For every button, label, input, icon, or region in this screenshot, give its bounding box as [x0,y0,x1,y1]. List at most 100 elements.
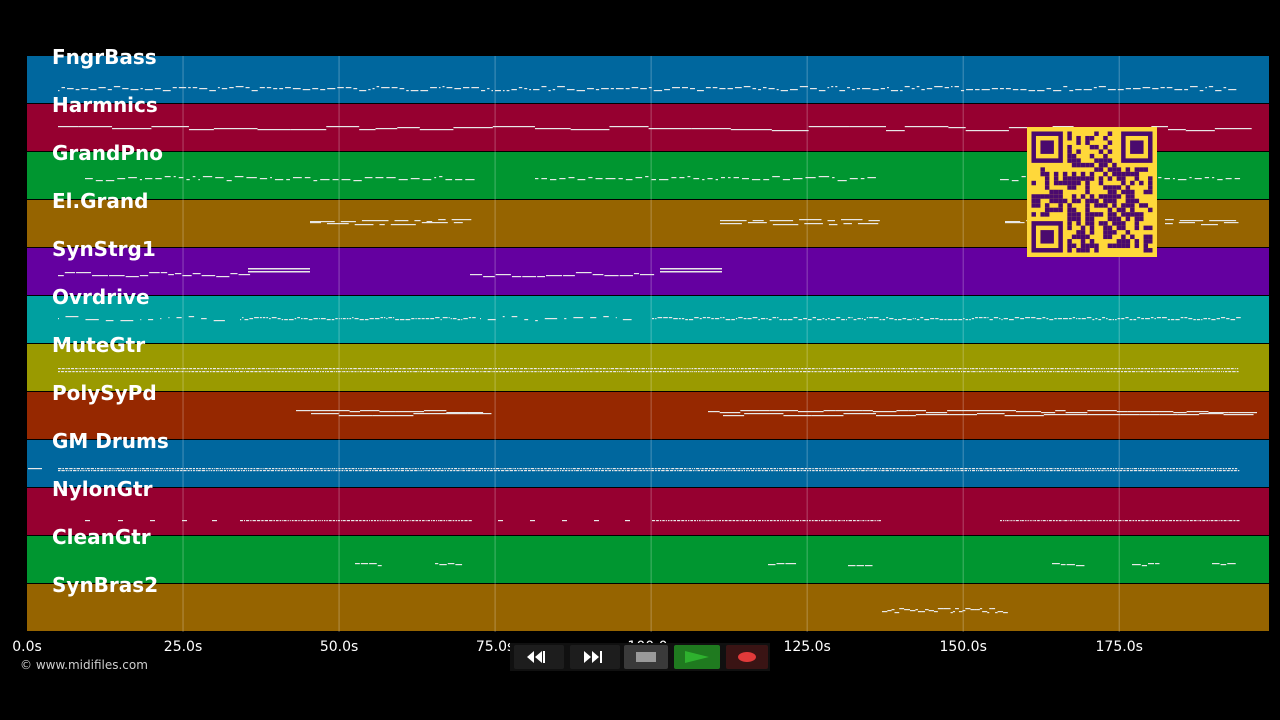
qr-module [1076,248,1081,253]
note [800,520,802,522]
note [540,368,543,370]
note [549,371,552,373]
note [890,368,892,370]
note [153,368,155,370]
note [429,368,434,370]
note [505,470,509,472]
note [769,410,799,412]
note [264,520,269,522]
note [635,368,639,370]
note [823,368,827,370]
note [358,468,360,470]
note [1106,520,1108,522]
note [779,319,783,321]
note [1064,520,1068,522]
note [1203,318,1208,320]
note [442,86,445,88]
note [458,468,460,470]
note [420,470,423,472]
note [511,89,517,91]
note [522,276,537,278]
note [1067,470,1069,472]
note [417,318,421,320]
note [1163,371,1166,373]
note [364,368,367,370]
qr-module [1107,198,1113,204]
fast-forward-button[interactable] [570,645,620,669]
note [1186,520,1189,522]
note [1114,368,1118,370]
note [1066,564,1075,566]
note [495,371,499,373]
note [274,179,284,181]
note [1054,318,1057,320]
note [227,470,229,472]
note [669,371,671,373]
note [470,274,483,276]
play-button[interactable] [674,645,720,669]
note [835,86,838,88]
note [303,318,308,320]
note [791,368,794,370]
note [1090,371,1093,373]
note [357,368,362,370]
note [909,468,912,470]
note [1232,468,1234,470]
record-button[interactable] [726,645,768,669]
rewind-button[interactable] [514,645,564,669]
note [1115,468,1118,470]
qr-module [1067,135,1072,141]
note [864,371,869,373]
note [580,468,582,470]
note [746,468,750,470]
note [76,272,92,274]
note [893,371,897,373]
note [319,520,321,522]
note [949,470,952,472]
note [878,368,880,370]
note [1187,368,1192,370]
note [209,371,212,373]
note [1124,368,1127,370]
note [834,520,837,522]
note [573,371,576,373]
qr-code-icon[interactable] [1027,127,1157,257]
qr-module [1116,243,1122,249]
note [897,371,900,373]
note [546,470,550,472]
stop-button[interactable] [624,645,668,669]
note [245,87,250,89]
note [784,468,788,470]
note [857,371,859,373]
qr-module [1112,221,1117,226]
note [1027,368,1031,370]
qr-module [1143,248,1149,253]
qr-module [1112,243,1117,249]
note [383,520,385,522]
note [125,276,139,278]
note [717,371,720,373]
note [717,520,719,522]
note [904,86,910,88]
note [1099,371,1101,373]
note [997,611,1004,613]
note [174,470,176,472]
note [1009,520,1011,522]
note [693,468,695,470]
note [544,470,546,472]
note [527,470,531,472]
note [1202,520,1206,522]
note [62,468,64,470]
note [1196,319,1201,321]
note [266,470,270,472]
note [747,318,752,320]
note [1031,470,1034,472]
note [586,470,588,472]
note [926,368,929,370]
note [495,468,500,470]
note [707,470,710,472]
note [883,368,886,370]
note [601,88,609,90]
qr-module [1139,216,1144,222]
qr-module [1053,171,1059,177]
